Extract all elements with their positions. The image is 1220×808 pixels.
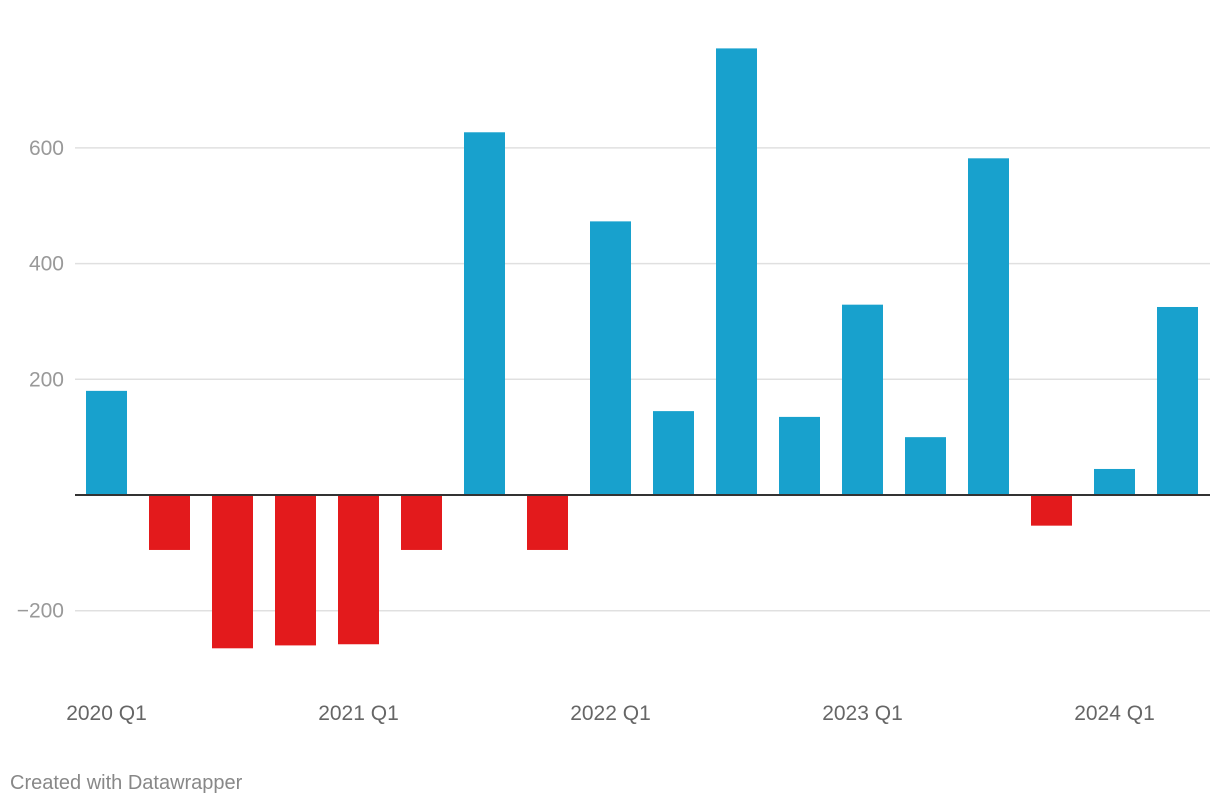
bar-2024-q1	[1094, 468, 1135, 495]
bar-2023-q2	[905, 437, 946, 495]
y-tick-label: 400	[29, 253, 64, 276]
x-tick-label: 2023 Q1	[822, 702, 903, 725]
bar-2020-q2	[149, 495, 190, 550]
bar-2021-q3	[464, 132, 505, 495]
bar-chart: 600 400 200 −200 2020 Q1 2021 Q1 2022 Q1 2023 …	[17, 48, 1210, 725]
bars	[86, 48, 1198, 649]
bar-2021-q1	[338, 495, 379, 645]
y-tick-label: 600	[29, 137, 64, 160]
x-tick-label: 2021 Q1	[318, 702, 399, 725]
bar-2020-q1	[86, 390, 127, 495]
y-axis-tick-labels: 600 400 200 −200	[17, 137, 64, 623]
y-tick-label: −200	[17, 600, 64, 623]
bar-2020-q3	[212, 495, 253, 649]
x-tick-label: 2020 Q1	[66, 702, 147, 725]
bar-2020-q4	[275, 495, 316, 646]
bar-2023-q3	[968, 158, 1009, 496]
x-tick-label: 2022 Q1	[570, 702, 651, 725]
x-axis-tick-labels: 2020 Q1 2021 Q1 2022 Q1 2023 Q1 2024 Q1	[66, 702, 1155, 725]
bar-2022-q4	[779, 416, 820, 495]
datawrapper-credit: Created with Datawrapper	[10, 772, 243, 794]
bar-2022-q1	[590, 221, 631, 495]
bar-2024-q2	[1157, 306, 1198, 495]
bar-2022-q2	[653, 411, 694, 495]
bar-2022-q3	[716, 48, 757, 495]
bar-2021-q4	[527, 495, 568, 550]
bar-2021-q2	[401, 495, 442, 550]
bar-2023-q4	[1031, 495, 1072, 526]
grid-lines	[75, 147, 1210, 612]
x-tick-label: 2024 Q1	[1074, 702, 1155, 725]
y-tick-label: 200	[29, 368, 64, 391]
bar-2023-q1	[842, 304, 883, 495]
